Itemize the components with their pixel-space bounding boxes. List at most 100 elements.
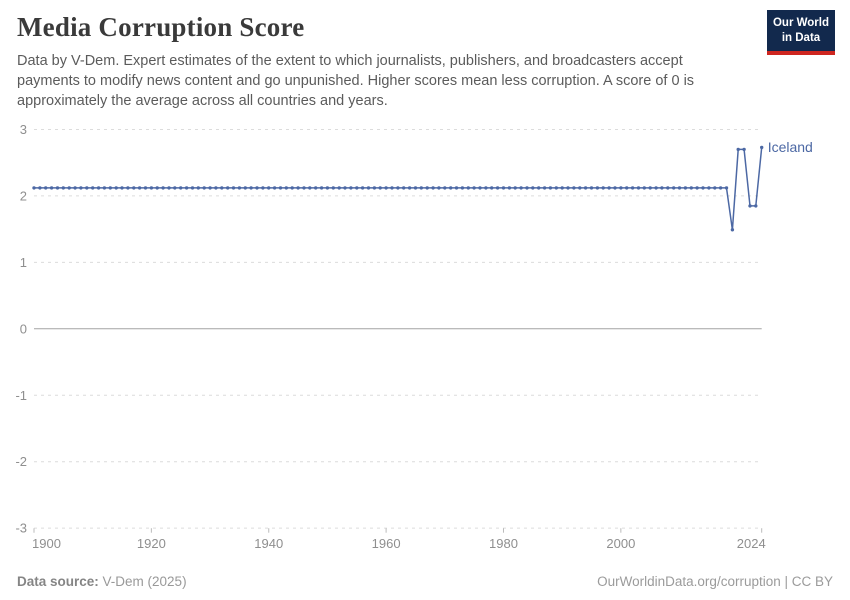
- data-point-marker: [173, 186, 177, 190]
- data-point-marker: [736, 147, 740, 152]
- data-point-marker: [44, 186, 48, 190]
- data-point-marker: [402, 186, 406, 190]
- data-point-marker: [707, 186, 711, 190]
- data-point-marker: [431, 186, 435, 190]
- data-point-marker: [748, 204, 752, 208]
- y-axis-tick-label: -3: [15, 521, 27, 536]
- data-point-marker: [437, 186, 441, 190]
- x-axis-tick-label: 2024: [737, 536, 766, 551]
- data-point-marker: [343, 186, 347, 190]
- data-point-marker: [355, 186, 359, 190]
- data-point-marker: [249, 186, 253, 190]
- data-point-marker: [190, 186, 195, 190]
- data-point-marker: [214, 186, 218, 190]
- data-point-marker: [396, 186, 400, 190]
- data-point-marker: [507, 186, 512, 190]
- data-point-marker: [184, 186, 189, 190]
- data-point-marker: [478, 186, 482, 190]
- data-point-marker: [331, 186, 335, 190]
- x-axis-tick-label: 1960: [372, 536, 401, 551]
- data-point-marker: [243, 186, 247, 190]
- data-point-marker: [360, 186, 365, 190]
- data-point-marker: [49, 186, 54, 190]
- owid-logo-box: Our World in Data: [767, 10, 835, 51]
- data-point-marker: [413, 186, 418, 190]
- data-point-marker: [67, 186, 71, 190]
- chart-footer: Data source: V-Dem (2025) OurWorldinData…: [17, 574, 833, 589]
- data-point-marker: [566, 186, 570, 190]
- data-point-marker: [202, 186, 206, 190]
- chart-subtitle: Data by V-Dem. Expert estimates of the e…: [17, 53, 695, 109]
- data-point-marker: [625, 186, 629, 190]
- data-point-marker: [666, 186, 670, 190]
- data-point-marker: [378, 186, 382, 190]
- y-axis-tick-label: 2: [20, 188, 27, 203]
- data-point-marker: [501, 186, 506, 190]
- data-point-marker: [108, 186, 113, 190]
- x-axis-tick-label: 2000: [606, 536, 635, 551]
- data-point-marker: [372, 186, 377, 190]
- data-point-marker: [79, 186, 83, 190]
- y-axis-tick-label: 1: [20, 255, 27, 270]
- data-point-marker: [255, 186, 259, 190]
- data-point-marker: [425, 186, 429, 190]
- data-point-marker: [120, 186, 124, 190]
- data-point-marker: [583, 186, 588, 190]
- data-point-marker: [407, 186, 412, 190]
- data-point-marker: [677, 186, 682, 190]
- data-point-marker: [454, 186, 459, 190]
- data-point-marker: [61, 186, 65, 190]
- data-point-marker: [636, 186, 641, 190]
- chart-header: Media Corruption Score Data by V-Dem. Ex…: [17, 12, 833, 111]
- data-point-marker: [96, 186, 101, 190]
- x-axis-tick-label: 1980: [489, 536, 518, 551]
- y-axis-tick-label: 0: [20, 321, 27, 336]
- data-point-marker: [261, 186, 265, 190]
- data-point-marker: [102, 186, 107, 190]
- data-point-marker: [296, 186, 300, 190]
- data-point-marker: [466, 186, 470, 190]
- data-point-marker: [578, 186, 582, 190]
- data-point-marker: [519, 186, 523, 190]
- data-point-marker: [660, 186, 664, 190]
- data-point-marker: [542, 186, 547, 190]
- data-point-marker: [55, 186, 60, 190]
- data-point-marker: [337, 186, 341, 190]
- data-point-marker: [114, 186, 118, 190]
- data-point-marker: [384, 186, 388, 190]
- owid-logo-text-line1: Our World: [772, 17, 829, 29]
- owid-logo[interactable]: Our World in Data: [767, 10, 835, 55]
- series-label-iceland: Iceland: [768, 139, 813, 155]
- data-point-marker: [237, 186, 242, 190]
- data-point-marker: [132, 186, 136, 190]
- data-point-marker: [290, 186, 294, 190]
- data-point-marker: [548, 186, 553, 190]
- data-point-marker: [572, 186, 576, 190]
- data-point-marker: [607, 186, 611, 190]
- data-point-marker: [137, 186, 142, 190]
- footer-citation-link[interactable]: OurWorldinData.org/corruption | CC BY: [597, 574, 833, 589]
- data-point-marker: [32, 186, 36, 190]
- data-point-marker: [613, 186, 617, 190]
- data-point-marker: [167, 186, 171, 190]
- y-axis-tick-label: -1: [15, 388, 27, 403]
- y-axis-tick-label: -2: [15, 454, 27, 469]
- data-point-marker: [595, 186, 600, 190]
- x-axis-tick-label: 1900: [32, 536, 61, 551]
- data-point-marker: [325, 186, 330, 190]
- data-point-marker: [143, 186, 148, 190]
- data-source-label: Data source:: [17, 574, 99, 589]
- data-point-marker: [689, 186, 693, 190]
- data-point-marker: [695, 186, 699, 190]
- x-axis-tick-label: 1940: [254, 536, 283, 551]
- data-point-marker: [390, 186, 394, 190]
- data-point-marker: [683, 186, 688, 190]
- y-axis-tick-label: 3: [20, 122, 27, 137]
- data-point-marker: [701, 186, 705, 190]
- data-point-marker: [196, 186, 200, 190]
- data-point-marker: [554, 186, 558, 190]
- data-point-marker: [231, 186, 236, 190]
- data-point-marker: [648, 186, 652, 190]
- data-point-marker: [73, 186, 77, 190]
